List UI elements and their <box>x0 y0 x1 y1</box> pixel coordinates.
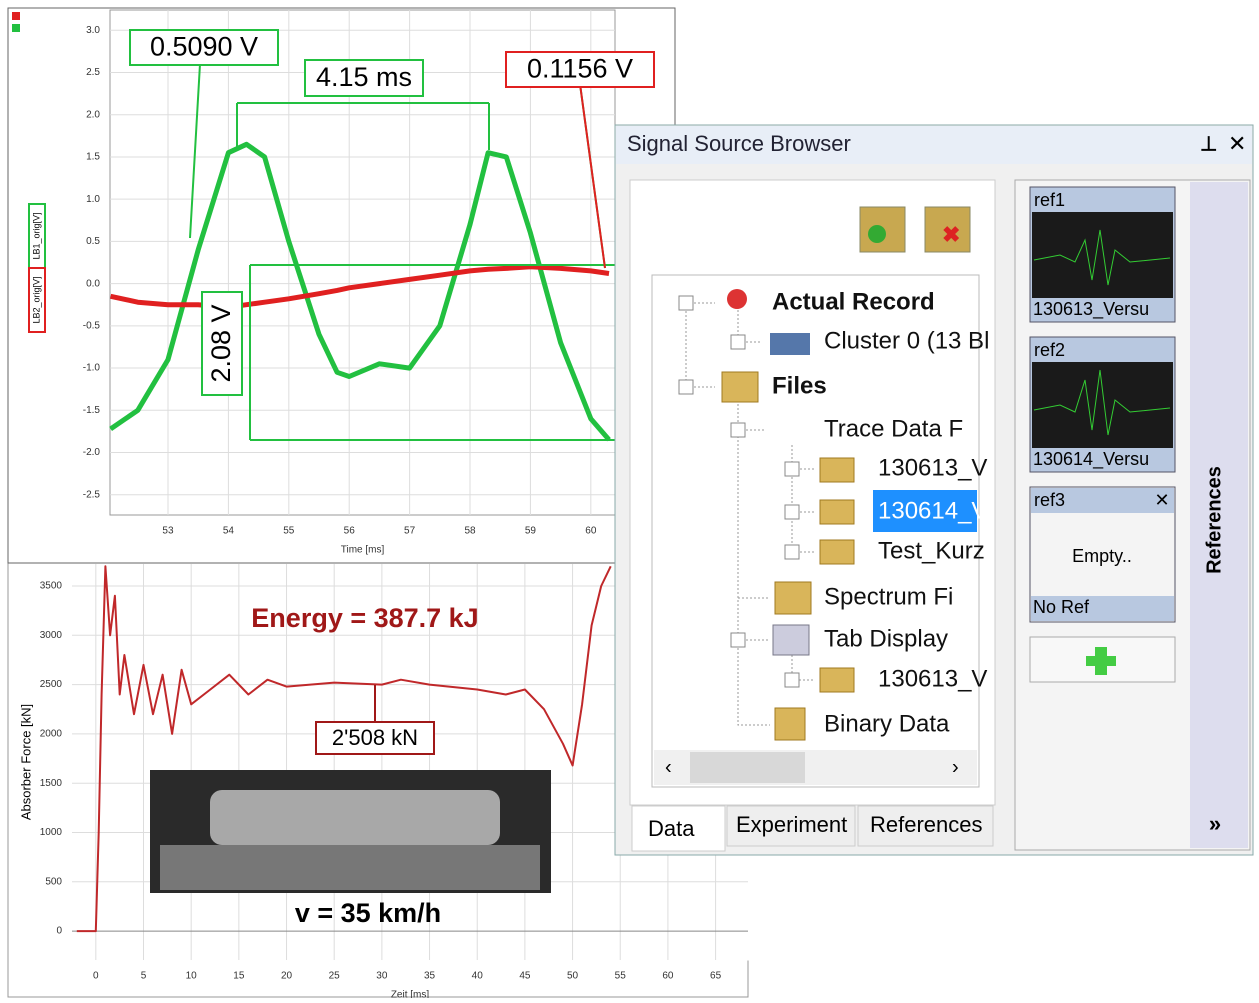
ref-name: ref3 <box>1034 490 1065 510</box>
expand-button[interactable]: » <box>1209 811 1221 836</box>
y-tick-label: 1.5 <box>86 152 100 163</box>
annotation: 2'508 kN <box>332 725 418 750</box>
signal-source-browser: Signal Source Browser ⊥ ✕ ✖ Actual Recor… <box>615 125 1253 855</box>
tree-item[interactable]: Actual Record <box>772 288 935 315</box>
close-button[interactable]: ✕ <box>1228 131 1246 156</box>
ref-name: ref2 <box>1034 340 1065 360</box>
tree-item[interactable]: Trace Data F <box>824 415 963 442</box>
photo-part <box>160 845 540 890</box>
status-icon <box>12 24 20 32</box>
x-tick-label: 20 <box>281 971 293 982</box>
x-tick-label: 60 <box>662 971 674 982</box>
annotation: 2.08 V <box>206 304 236 382</box>
legend-label: LB1_orig[V] <box>31 212 41 259</box>
annotation: 0.1156 V <box>527 54 633 84</box>
x-tick-label: 5 <box>141 971 147 982</box>
tab-label[interactable]: Data <box>648 816 695 841</box>
tab-label[interactable]: Experiment <box>736 812 847 837</box>
y-tick-label: 3.0 <box>86 25 100 36</box>
tree-item[interactable]: Test_Kurz <box>878 537 985 564</box>
window-title: Signal Source Browser <box>627 131 851 156</box>
x-tick-label: 0 <box>93 971 99 982</box>
x-tick-label: 65 <box>710 971 722 982</box>
ref-empty: Empty.. <box>1072 546 1132 566</box>
y-tick-label: -2.5 <box>83 489 101 500</box>
tree-item[interactable]: Binary Data <box>824 710 950 737</box>
y-tick-label: 2.5 <box>86 67 100 78</box>
energy-label: Energy = 387.7 kJ <box>251 603 478 633</box>
pin-button[interactable]: ⊥ <box>1200 133 1217 155</box>
y-tick-label: 0.5 <box>86 236 100 247</box>
tree-item[interactable]: 130613_V <box>878 665 987 692</box>
annotation: 0.5090 V <box>150 32 258 62</box>
tree-item[interactable]: Files <box>772 372 827 399</box>
voltage-chart-window: 53 54 55 56 57 58 59 60 3.0 2.5 2.0 1.5 1.0 0.5 0.0 -0.… <box>8 8 675 563</box>
y-tick-label: 1000 <box>40 827 63 838</box>
y-axis-label: Absorber Force [kN] <box>18 704 33 820</box>
y-tick-label: 2.0 <box>86 109 100 120</box>
y-tick-label: 3000 <box>40 630 63 641</box>
x-axis-label: Zeit [ms] <box>391 990 430 998</box>
status-icon <box>12 12 20 20</box>
ref-clear[interactable]: ✕ <box>1154 490 1169 510</box>
ref-file: No Ref <box>1033 597 1090 617</box>
svg-text:✖: ✖ <box>942 222 960 247</box>
y-tick-label: 0 <box>56 926 62 937</box>
x-tick-label: 53 <box>162 526 174 537</box>
x-axis-label: Time [ms] <box>341 545 385 556</box>
x-tick-label: 10 <box>186 971 198 982</box>
x-tick-label: 55 <box>283 526 295 537</box>
y-tick-label: -1.0 <box>83 363 101 374</box>
x-tick-label: 35 <box>424 971 436 982</box>
y-tick-label: 500 <box>45 876 62 887</box>
y-tick-label: 0.0 <box>86 278 100 289</box>
x-tick-label: 15 <box>233 971 245 982</box>
ref-name: ref1 <box>1034 190 1065 210</box>
y-tick-label: 1.0 <box>86 194 100 205</box>
tree-item[interactable]: 130614_V <box>878 497 987 524</box>
svg-text:‹: ‹ <box>665 756 672 778</box>
side-label: References <box>1203 466 1225 574</box>
ref-file: 130614_Versu <box>1033 449 1149 470</box>
screenshot: 0 5 10 15 20 25 30 35 40 45 50 55 60 65 0 500 1000 1500 20… <box>0 0 1259 998</box>
y-tick-label: 3500 <box>40 581 63 592</box>
annotation: 4.15 ms <box>316 62 412 92</box>
tree-item[interactable]: Spectrum Fi <box>824 583 953 610</box>
x-tick-label: 57 <box>404 526 416 537</box>
y-tick-label: 2000 <box>40 729 63 740</box>
x-tick-label: 25 <box>329 971 341 982</box>
x-tick-label: 50 <box>567 971 579 982</box>
tree-item[interactable]: Tab Display <box>824 625 948 652</box>
y-tick-label: -1.5 <box>83 405 101 416</box>
speed-label: v = 35 km/h <box>295 898 441 928</box>
tree-item[interactable]: 130613_V <box>878 454 987 481</box>
x-tick-label: 59 <box>525 526 537 537</box>
y-tick-label: -2.0 <box>83 447 101 458</box>
y-tick-label: 1500 <box>40 778 63 789</box>
x-tick-label: 55 <box>615 971 627 982</box>
x-tick-label: 60 <box>585 526 597 537</box>
legend-label: LB2_orig[V] <box>31 276 41 323</box>
x-tick-label: 56 <box>344 526 356 537</box>
x-tick-label: 58 <box>464 526 476 537</box>
svg-text:›: › <box>952 756 959 778</box>
x-tick-label: 40 <box>472 971 484 982</box>
y-tick-label: 2500 <box>40 679 63 690</box>
y-tick-label: -0.5 <box>83 320 101 331</box>
ref-file: 130613_Versu <box>1033 299 1149 320</box>
photo-part <box>210 790 500 845</box>
x-tick-label: 30 <box>376 971 388 982</box>
tab-label[interactable]: References <box>870 812 983 837</box>
x-tick-label: 45 <box>519 971 531 982</box>
tree-item[interactable]: Cluster 0 (13 Bl <box>824 327 989 354</box>
x-tick-label: 54 <box>223 526 235 537</box>
